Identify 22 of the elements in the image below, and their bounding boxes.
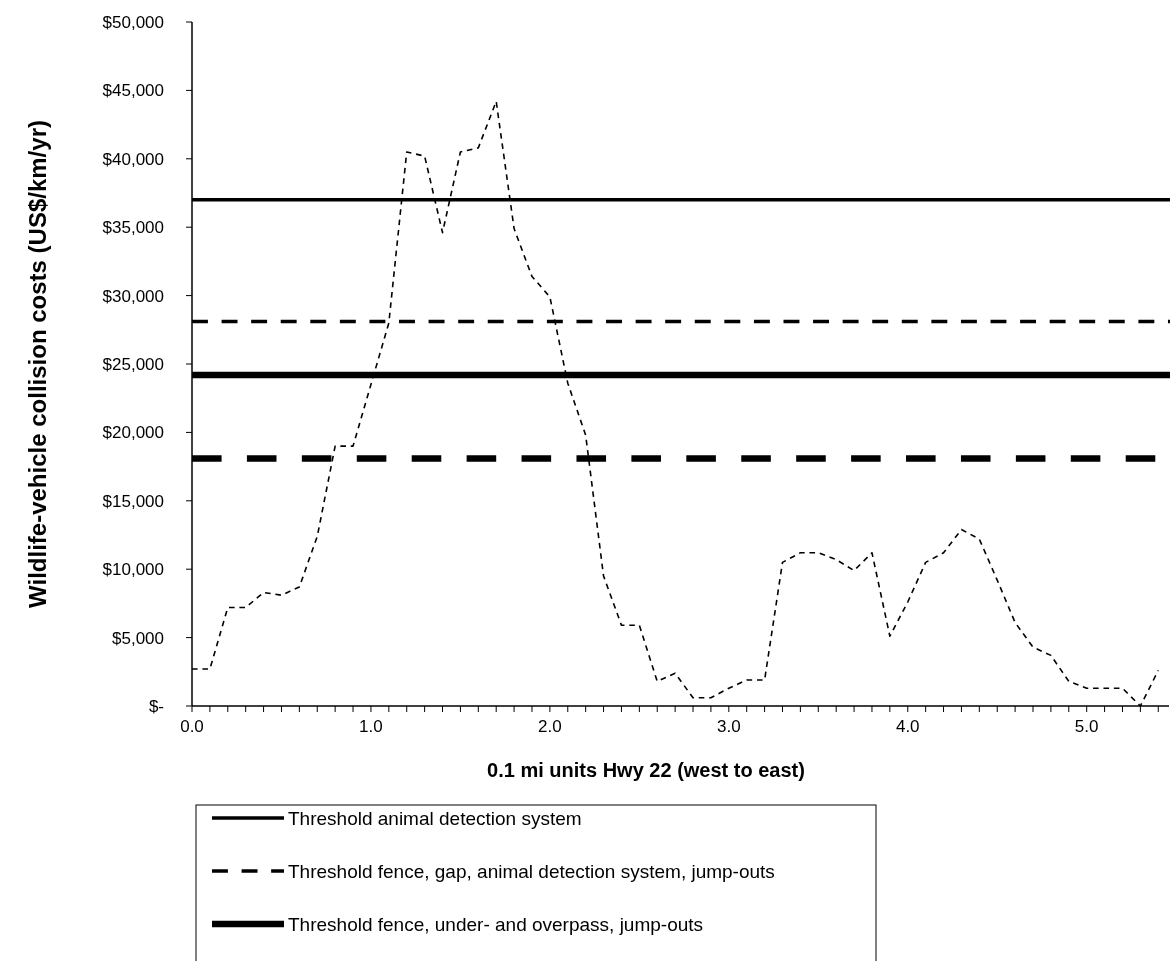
- y-tick-label: $5,000: [112, 628, 164, 648]
- y-tick-label: $45,000: [102, 81, 164, 101]
- y-tick-label: $-: [148, 696, 164, 716]
- y-axis-title: Wildlife-vehicle collision costs (US$/km/yr): [24, 120, 51, 608]
- y-tick-label: $50,000: [102, 12, 164, 32]
- y-tick-label: $20,000: [102, 423, 164, 443]
- x-tick-label: 1.0: [359, 717, 383, 736]
- y-tick-label: $30,000: [102, 286, 164, 306]
- x-tick-label: 0.0: [180, 717, 204, 736]
- y-tick-label: $35,000: [102, 218, 164, 238]
- y-tick-label: $25,000: [102, 354, 164, 374]
- x-tick-label: 2.0: [538, 717, 562, 736]
- y-tick-label: $15,000: [102, 491, 164, 511]
- x-tick-label: 3.0: [716, 717, 741, 736]
- legend-label: Threshold fence, gap, animal detection system, jump-outs: [288, 860, 775, 882]
- x-tick-label: 5.0: [1074, 717, 1099, 736]
- x-axis-title: 0.1 mi units Hwy 22 (west to east): [487, 759, 805, 781]
- y-tick-label: $40,000: [102, 149, 164, 169]
- legend-label: Threshold fence, under- and overpass, jump-outs: [288, 913, 704, 935]
- x-tick-label: 4.0: [895, 717, 920, 736]
- legend-label: Threshold animal detection system: [288, 807, 582, 829]
- y-tick-label: $10,000: [102, 560, 164, 580]
